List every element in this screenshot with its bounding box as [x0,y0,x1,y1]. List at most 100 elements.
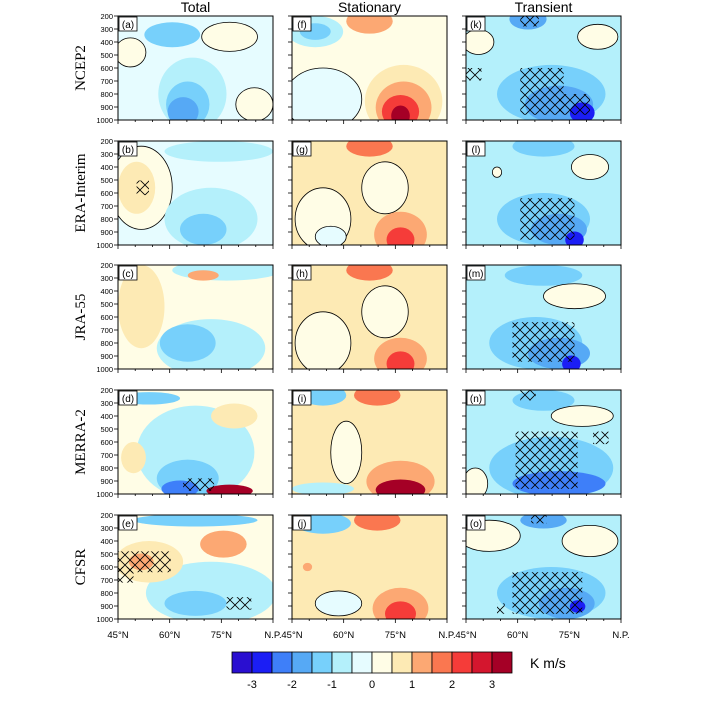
panel: (c) 200 300 400 500 600 700 800 900 1000 [96,261,274,374]
panel: (n) [462,389,622,498]
y-tick-label: 1000 [96,116,113,125]
panel-label-box [292,265,312,281]
y-tick-label: 500 [100,550,113,559]
contour-region [361,161,409,215]
panel-field [292,265,447,369]
y-tick-label: 300 [100,25,113,34]
panel-label: (j) [298,519,307,530]
contour-region [386,227,415,245]
significance-hatch [512,572,583,614]
contour-region [346,16,393,34]
panel-label: (n) [470,394,482,405]
colorbar-swatch [371,651,393,674]
y-tick-label: 900 [100,477,113,486]
panel-field [466,515,621,619]
panel-label: (b) [122,145,134,156]
panel: (o) 45°N 60°N 75°N N.P. [455,514,630,641]
significance-hatch [520,198,575,240]
colorbar-swatch [271,651,293,674]
panel-label-box [118,141,138,157]
contour-region [571,154,610,180]
panel-field [118,515,273,619]
y-tick-label: 600 [100,563,113,572]
contour-region [385,601,416,619]
contour-region [550,405,614,427]
contour-region [391,105,410,120]
significance-hatch [520,390,536,401]
y-tick-label: 300 [100,399,113,408]
colorbar-tick-label: -2 [287,679,297,691]
contour-region [164,590,227,616]
panel-label-box [466,265,486,281]
panel-field [292,16,447,120]
panel-label-box [466,515,486,531]
contour-region [512,141,575,157]
row-title: NCEP2 [73,45,89,91]
contour-region [133,515,258,527]
panel: (i) [288,389,448,498]
y-tick-label: 300 [100,150,113,159]
row-title: MERRA-2 [73,409,89,475]
contour-region [292,67,363,120]
panel-field [118,141,273,245]
colorbar-tick-label: 1 [409,679,415,691]
y-tick-label: 400 [100,163,113,172]
panel: (k) [462,15,622,124]
panel-field [292,390,447,494]
colorbar-tick-label: -3 [247,679,257,691]
panel-field [466,141,621,245]
x-tick-label: 60°N [159,630,180,641]
y-tick-label: 700 [100,326,113,335]
panel-label: (d) [122,394,134,405]
panel-label-box [466,390,486,406]
y-tick-label: 200 [100,386,113,395]
significance-hatch [559,94,590,115]
contour-region [354,390,401,406]
contour-region [167,97,199,120]
y-tick-label: 1000 [96,241,113,250]
significance-hatch [531,515,547,524]
y-tick-label: 900 [100,103,113,112]
column-title: Stationary [338,0,401,15]
colorbar-tick-label: 3 [489,679,495,691]
panel-label: (a) [122,20,134,31]
panel-label: (o) [470,519,482,530]
significance-hatch [520,68,564,115]
y-tick-label: 900 [100,602,113,611]
y-tick-label: 200 [100,12,113,21]
x-tick-label: 60°N [333,630,354,641]
panel-label: (l) [472,145,481,156]
x-tick-label: N.P. [612,630,629,641]
panel-field [292,515,447,619]
y-tick-label: 1000 [96,490,113,499]
y-tick-label: 800 [100,339,113,348]
colorbar-swatch [451,651,473,674]
contour-region [561,525,619,558]
panel-label: (k) [470,20,482,31]
contour-region [200,530,247,558]
y-tick-label: 1000 [96,365,113,374]
panel-label: (g) [296,145,308,156]
panel: (f) [288,15,448,124]
panel: (b) 200 300 400 500 600 700 800 900 1000 [96,137,274,250]
colorbar-tick-label: -1 [327,679,337,691]
panel-label-box [292,141,312,157]
x-tick-label: 75°N [385,630,406,641]
panel-label-box [466,16,486,32]
colorbar-tick-label: 0 [369,679,375,691]
colorbar-unit: K m/s [530,655,566,671]
y-tick-label: 500 [100,176,113,185]
significance-hatch [136,180,149,196]
contour-region [386,351,415,369]
panel-field [118,16,273,120]
y-tick-label: 600 [100,313,113,322]
row-title: ERA-Interim [73,153,89,232]
x-tick-label: 75°N [211,630,232,641]
significance-hatch [118,567,134,583]
significance-hatch [497,603,505,614]
y-tick-label: 600 [100,189,113,198]
panel: (e) 200 300 400 500 600 700 800 900 1000 45°N 60°N 7… [96,511,281,641]
contour-region [491,166,503,178]
panel: (a) 200 300 400 500 600 700 800 900 1000 [96,12,274,125]
